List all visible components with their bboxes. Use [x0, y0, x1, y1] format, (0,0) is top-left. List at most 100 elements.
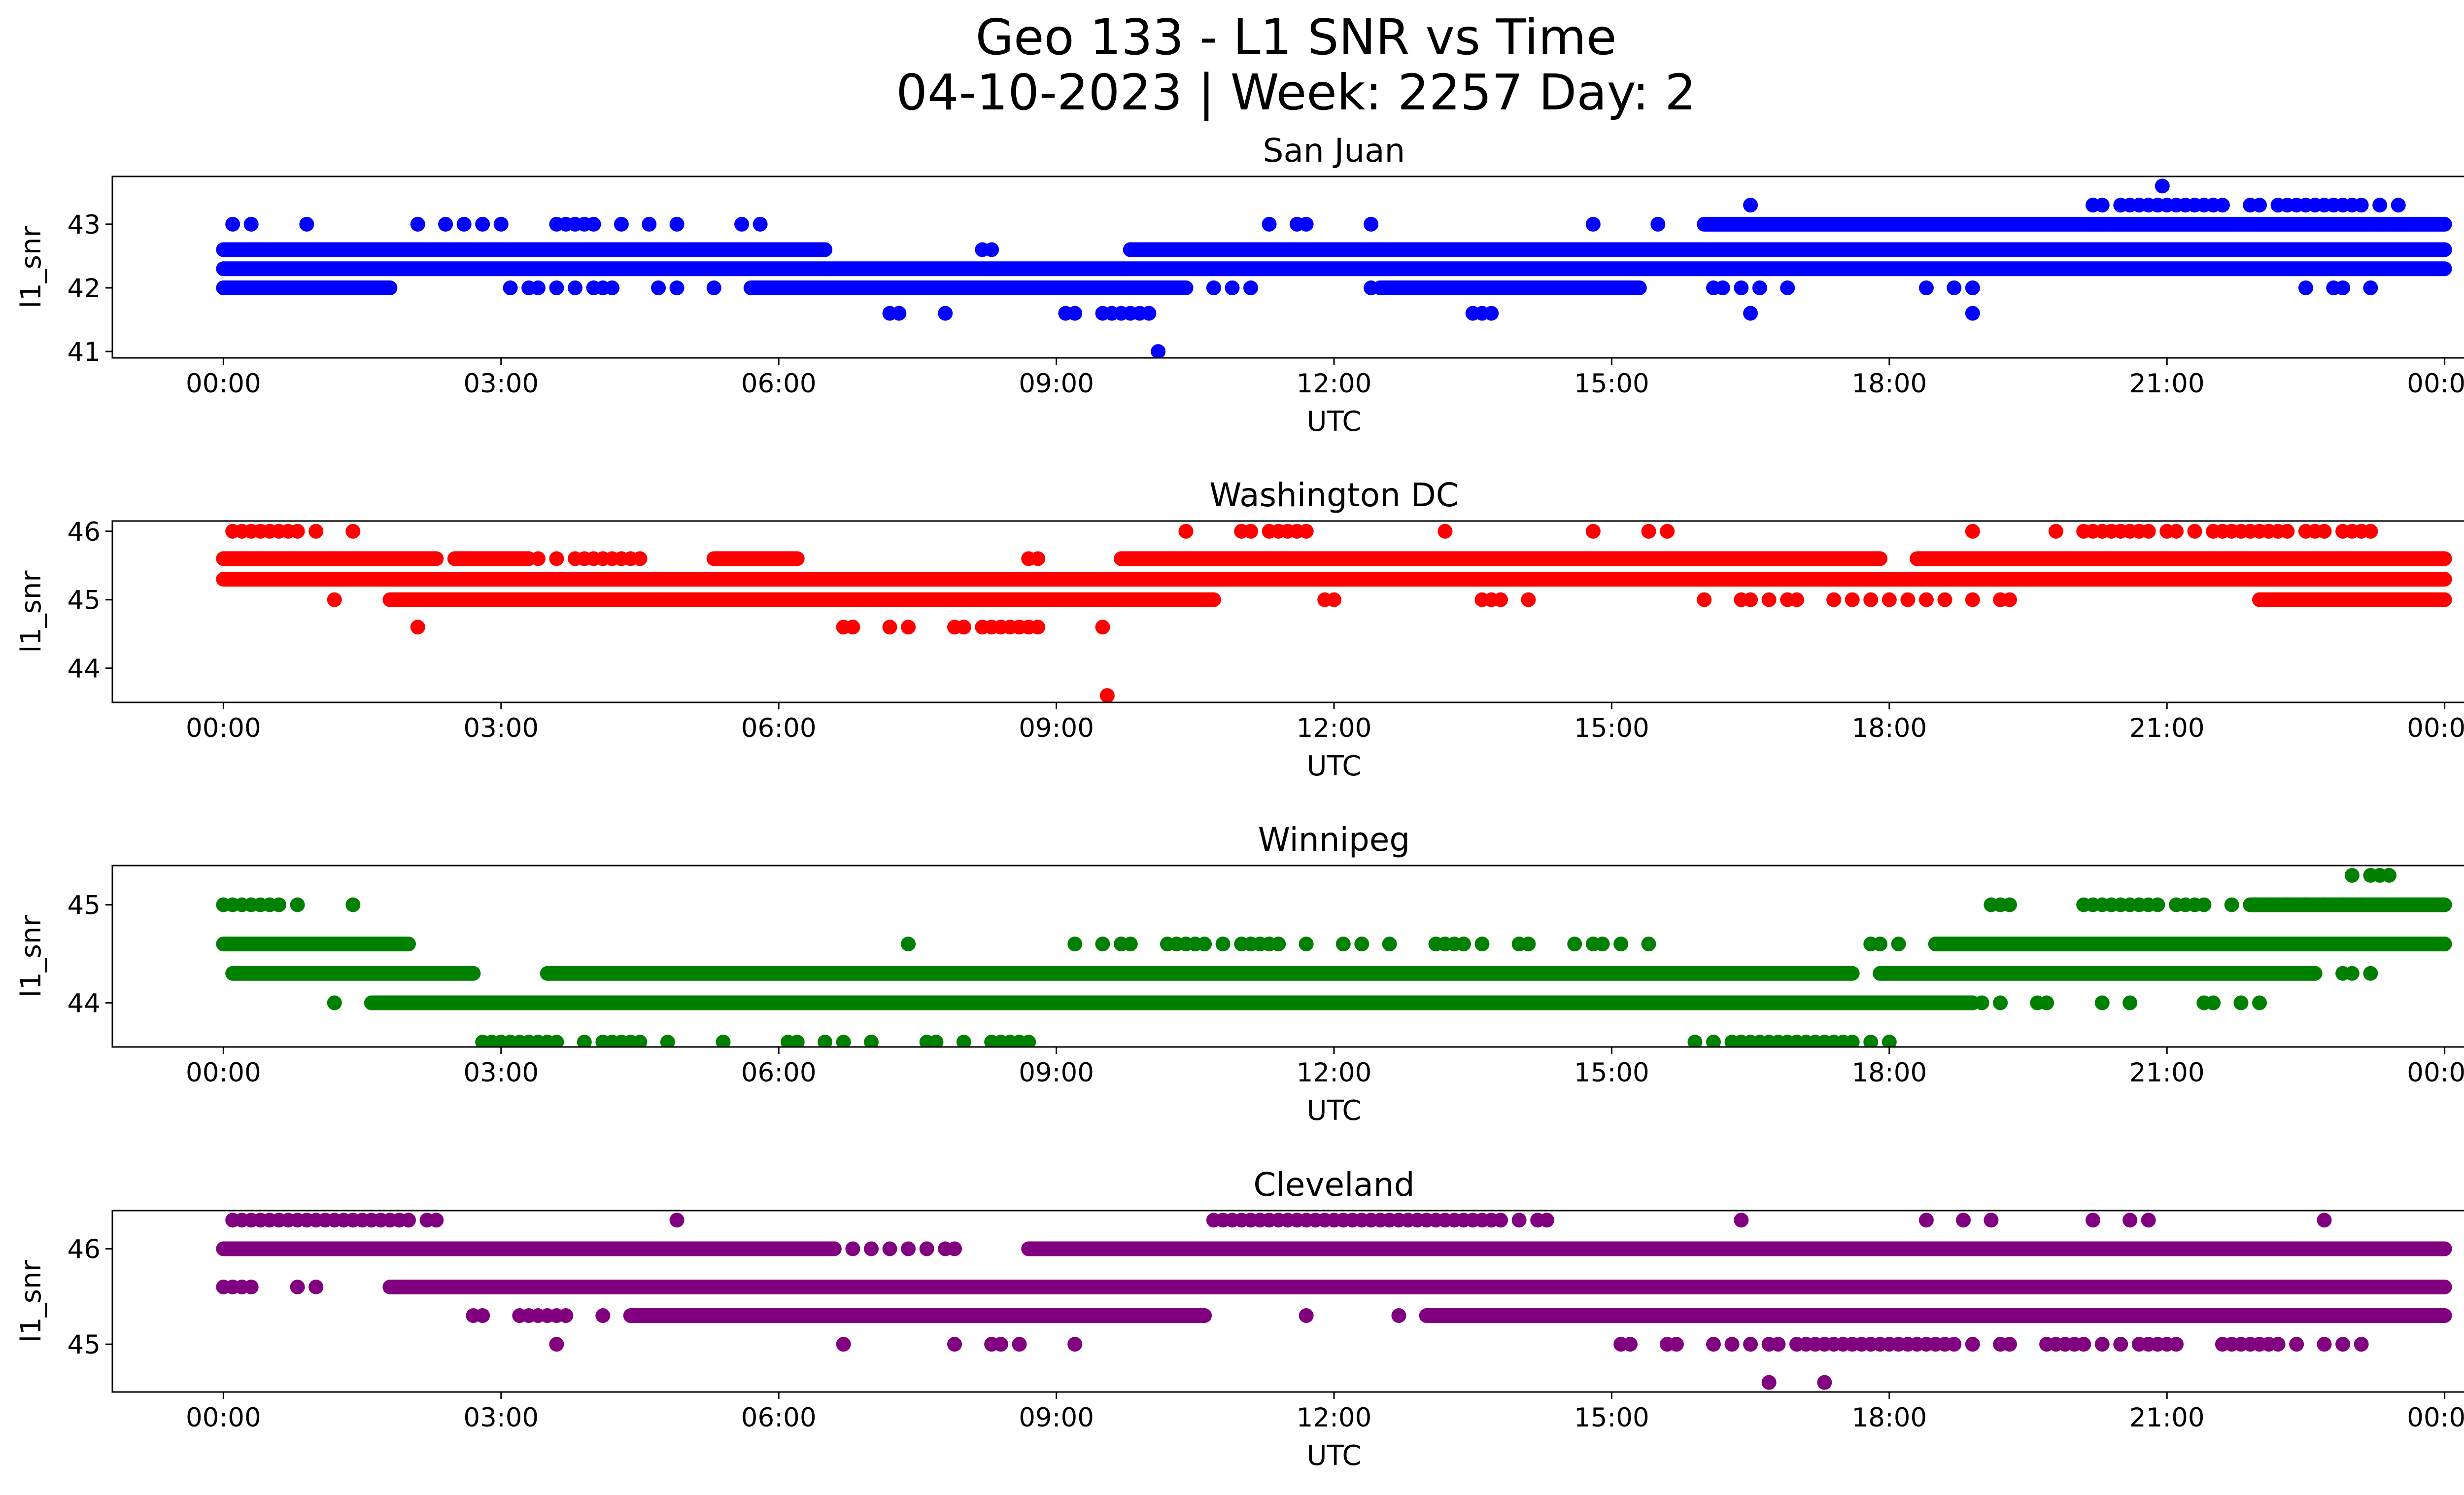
data-point-3-6 — [956, 620, 971, 635]
data-point-4-5 — [1012, 1337, 1027, 1352]
x-tick-label: 09:00 — [1019, 713, 1094, 743]
data-point-0-55 — [1511, 1213, 1527, 1228]
data-point-0-7 — [290, 523, 305, 539]
y-tick-label: 42 — [68, 274, 101, 304]
data-point-1-26 — [1521, 937, 1536, 952]
data-point-4-12 — [1724, 1337, 1740, 1352]
data-point-1-7 — [605, 280, 620, 295]
data-point-0-7 — [493, 216, 509, 232]
data-point-2-2 — [2363, 966, 2378, 981]
data-point-4-23 — [928, 1035, 944, 1047]
data-point-5-0 — [2155, 178, 2170, 194]
y-tick-label: 46 — [68, 1234, 101, 1264]
data-point-1-9 — [669, 280, 684, 295]
x-tick-label: 18:00 — [1851, 1058, 1927, 1088]
subplot-1: Washington DC 00:00 03:00 06:00 09:00 12:00 15… — [15, 476, 2464, 782]
data-point-1-9 — [1197, 937, 1212, 952]
data-point-4-9 — [577, 1035, 592, 1047]
x-tick-label: 18:00 — [1851, 713, 1927, 743]
y-axis-label: l1_snr — [15, 915, 47, 998]
y-tick-label: 44 — [68, 988, 101, 1018]
x-tick-label: 09:00 — [1019, 1058, 1094, 1088]
y-tick-label: 41 — [68, 337, 101, 367]
subplot-title: Washington DC — [1209, 476, 1459, 514]
data-point-1-18 — [1354, 937, 1369, 952]
data-point-4-34 — [1965, 1337, 1980, 1352]
data-point-1-0 — [530, 551, 546, 566]
data-point-1-13 — [1243, 280, 1258, 295]
data-point-0-50 — [2363, 523, 2378, 539]
x-tick-label: 00:00 — [2407, 1058, 2464, 1088]
data-point-1-16 — [1299, 937, 1314, 952]
subplot-title: San Juan — [1263, 132, 1405, 170]
data-point-4-10 — [1669, 1337, 1684, 1352]
data-point-0-43 — [2280, 523, 2295, 539]
data-point-0-57 — [1539, 1213, 1554, 1228]
data-point-2-12 — [1789, 592, 1805, 607]
data-point-1-0 — [901, 937, 916, 952]
data-point-1-8 — [651, 280, 666, 295]
data-point-0-63 — [2122, 1213, 2138, 1228]
data-point-4-56 — [2289, 1337, 2304, 1352]
data-point-4-16 — [2252, 198, 2267, 213]
x-tick-label: 03:00 — [463, 713, 539, 743]
x-tick-label: 15:00 — [1574, 1058, 1649, 1088]
y-tick-label: 44 — [68, 654, 101, 684]
data-point-4-42 — [2094, 1337, 2110, 1352]
data-point-3-1 — [891, 306, 907, 321]
subplot-grid: San Juan 00:00 03:00 06:00 09:00 12:00 15:00 18… — [15, 132, 2464, 1472]
data-point-0-21 — [1364, 216, 1379, 232]
x-tick-label: 00:00 — [2407, 1403, 2464, 1433]
data-point-3-7 — [2122, 995, 2138, 1010]
data-point-1-24 — [1474, 937, 1490, 952]
data-point-3-15 — [1965, 306, 1980, 321]
x-tick-label: 00:00 — [186, 1058, 261, 1088]
data-point-0-18 — [1437, 523, 1453, 539]
data-point-4-1 — [836, 1337, 851, 1352]
data-point-4-18 — [789, 1035, 805, 1047]
data-point-2-3 — [243, 1279, 259, 1294]
data-point-1-10 — [706, 280, 721, 295]
data-point-0-34 — [2187, 523, 2202, 539]
data-point-5-3 — [2381, 868, 2396, 883]
data-point-2-9 — [1548, 242, 1564, 257]
data-point-3-6 — [2094, 995, 2110, 1010]
data-point-2-1 — [2344, 966, 2360, 981]
plot-area — [216, 523, 2452, 702]
data-point-1-1 — [863, 1241, 879, 1256]
data-point-0-22 — [669, 1213, 684, 1228]
subplot-3: Cleveland 00:00 03:00 06:00 09:00 12:00 15:00 1… — [15, 1166, 2464, 1472]
x-tick-label: 03:00 — [463, 369, 539, 399]
y-tick-label: 43 — [68, 210, 101, 240]
data-point-0-20 — [1299, 216, 1314, 232]
data-point-4-24 — [956, 1035, 971, 1047]
data-point-3-10 — [1141, 306, 1157, 321]
x-tick-label: 00:00 — [2407, 713, 2464, 743]
data-point-1-9 — [632, 551, 648, 566]
data-point-3-11 — [1419, 1308, 1434, 1323]
data-point-1-4 — [1123, 937, 1138, 952]
subplot-2: Winnipeg 00:00 03:00 06:00 09:00 12:00 15:00 18… — [15, 821, 2464, 1127]
x-axis-label: UTC — [1306, 750, 1361, 782]
data-point-3-9 — [2206, 995, 2221, 1010]
data-point-2-16 — [1882, 592, 1897, 607]
data-point-2-15 — [1863, 592, 1879, 607]
data-point-1-0 — [503, 280, 518, 295]
data-point-1-12 — [1225, 280, 1240, 295]
data-point-0-11 — [2002, 897, 2017, 912]
data-point-3-2 — [938, 306, 953, 321]
data-point-4-33 — [1947, 1337, 1962, 1352]
data-point-1-34 — [1891, 937, 1906, 952]
data-point-4-45 — [1845, 1035, 1860, 1047]
data-point-4-16 — [716, 1035, 731, 1047]
data-point-4-15 — [1771, 1337, 1786, 1352]
data-point-2-10 — [1761, 592, 1777, 607]
data-point-0-33 — [2169, 523, 2184, 539]
data-point-0-19 — [1585, 523, 1601, 539]
data-point-2-13 — [1826, 592, 1842, 607]
x-tick-label: 06:00 — [741, 1058, 817, 1088]
data-point-0-3 — [410, 216, 425, 232]
x-axis-label: UTC — [1306, 406, 1361, 438]
data-point-1-17 — [1335, 937, 1351, 952]
data-point-1-27 — [2363, 280, 2378, 295]
